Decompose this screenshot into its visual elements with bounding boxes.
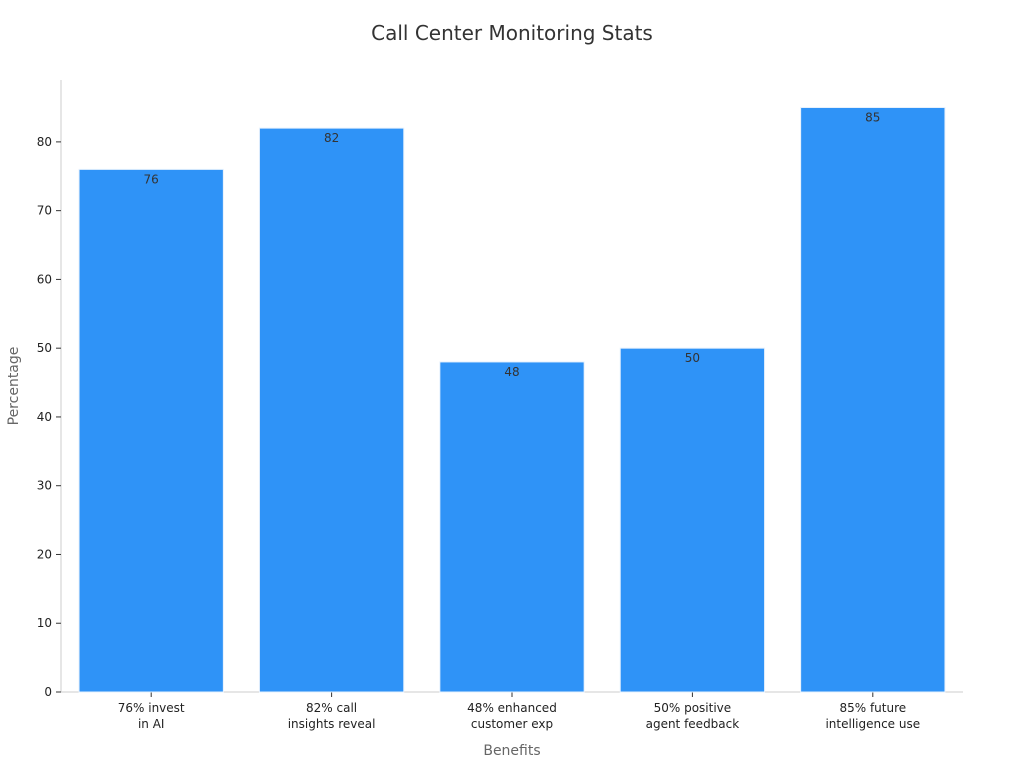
x-tick-label: customer exp bbox=[471, 717, 553, 731]
bar bbox=[258, 127, 405, 693]
bar bbox=[78, 168, 224, 693]
x-tick-label: agent feedback bbox=[646, 717, 740, 731]
y-tick-label: 10 bbox=[37, 616, 52, 630]
x-tick-label: 50% positive bbox=[654, 701, 732, 715]
bar bbox=[619, 347, 766, 693]
bar bbox=[439, 361, 585, 693]
x-tick-label: in AI bbox=[138, 717, 165, 731]
chart-title: Call Center Monitoring Stats bbox=[371, 21, 653, 45]
x-tick-label: 82% call bbox=[306, 701, 357, 715]
x-tick-label: 85% future bbox=[839, 701, 906, 715]
x-axis: 76% invest in AI 82% call insights reveal 48… bbox=[61, 691, 963, 731]
y-tick-label: 80 bbox=[37, 135, 52, 149]
y-tick-label: 40 bbox=[37, 410, 52, 424]
x-tick-label: insights reveal bbox=[288, 717, 376, 731]
x-axis-label: Benefits bbox=[483, 743, 540, 759]
bars-group bbox=[78, 107, 946, 693]
y-tick-label: 50 bbox=[37, 341, 52, 355]
bar-value-label: 48 bbox=[504, 365, 519, 379]
y-axis: 0 10 20 30 40 50 60 70 80 bbox=[37, 80, 62, 699]
x-tick-label: 48% enhanced bbox=[467, 701, 557, 715]
bar-value-label: 50 bbox=[685, 351, 700, 365]
y-tick-label: 0 bbox=[44, 685, 52, 699]
data-labels-group: 76 82 48 50 85 bbox=[144, 111, 881, 379]
bar-value-label: 85 bbox=[865, 111, 880, 125]
y-tick-label: 60 bbox=[37, 272, 52, 286]
y-tick-label: 20 bbox=[37, 547, 52, 561]
y-tick-label: 70 bbox=[37, 204, 52, 218]
x-tick-label: intelligence use bbox=[825, 717, 920, 731]
bar-value-label: 82 bbox=[324, 131, 339, 145]
x-tick-label: 76% invest bbox=[118, 701, 185, 715]
bar bbox=[800, 107, 946, 693]
y-axis-label: Percentage bbox=[6, 347, 22, 426]
y-tick-label: 30 bbox=[37, 479, 52, 493]
bar-value-label: 76 bbox=[144, 172, 159, 186]
